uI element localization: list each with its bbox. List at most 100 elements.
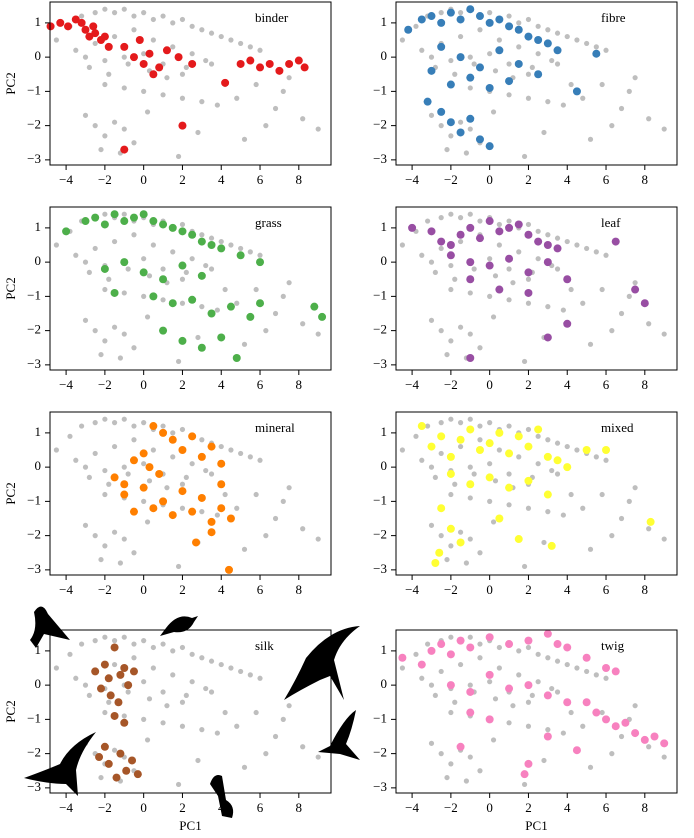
x-tick-label: −2: [444, 172, 458, 187]
highlight-point: [236, 251, 245, 260]
background-point: [516, 454, 522, 460]
background-point: [487, 51, 493, 57]
background-point: [490, 519, 497, 525]
background-point: [257, 252, 263, 258]
highlight-point: [149, 70, 158, 79]
background-point: [448, 286, 454, 293]
background-point: [467, 464, 473, 470]
highlight-point: [543, 241, 552, 250]
panel: grass −4 −2 0 2 4 6 8 −3 −2 −1 0 1 PC2: [3, 206, 332, 392]
background-point: [92, 450, 98, 457]
highlight-point: [104, 674, 113, 683]
highlight-point: [139, 210, 148, 219]
background-point: [102, 286, 108, 293]
background-point: [487, 679, 493, 685]
highlight-point: [159, 220, 168, 229]
highlight-point: [81, 217, 90, 226]
background-point: [179, 426, 186, 433]
y-tick-label: −2: [373, 527, 387, 542]
highlight-point: [398, 653, 407, 662]
background-point: [564, 443, 570, 450]
background-point: [457, 324, 464, 330]
highlight-point: [62, 227, 71, 236]
highlight-point: [168, 511, 177, 520]
background-point: [545, 27, 551, 33]
background-point: [111, 661, 118, 668]
background-point: [574, 665, 580, 671]
highlight-point: [110, 288, 119, 297]
background-point: [467, 126, 473, 132]
background-point: [121, 634, 127, 640]
x-tick-label: 0: [140, 800, 147, 815]
background-point: [141, 716, 147, 722]
highlight-point: [553, 46, 562, 55]
background-point: [545, 437, 551, 443]
background-point: [549, 467, 555, 474]
background-point: [92, 420, 98, 426]
background-point: [208, 235, 215, 241]
background-point: [516, 648, 522, 654]
background-point: [102, 491, 108, 498]
background-point: [599, 709, 605, 716]
highlight-point: [456, 53, 465, 62]
background-point: [487, 461, 493, 467]
highlight-point: [514, 220, 523, 229]
highlight-point: [524, 681, 533, 690]
x-tick-label: 2: [179, 377, 186, 392]
highlight-point: [46, 22, 55, 31]
background-point: [82, 464, 89, 470]
background-point: [141, 461, 147, 467]
background-point: [150, 665, 156, 671]
background-point: [228, 242, 234, 248]
highlight-point: [91, 29, 100, 38]
background-point: [661, 754, 667, 760]
highlight-point: [437, 42, 446, 51]
background-point: [199, 437, 205, 443]
highlight-point: [446, 681, 455, 690]
highlight-point: [417, 422, 426, 431]
highlight-point: [188, 59, 197, 68]
highlight-point: [124, 681, 133, 690]
background-point: [203, 262, 209, 269]
x-tick-label: 2: [525, 377, 532, 392]
x-tick-label: 8: [296, 172, 303, 187]
x-tick-label: −2: [444, 582, 458, 597]
x-tick-label: 4: [218, 582, 225, 597]
background-point: [111, 33, 118, 40]
background-point: [111, 238, 118, 245]
highlight-point: [168, 435, 177, 444]
background-point: [413, 433, 419, 439]
background-point: [214, 512, 220, 518]
background-point: [102, 338, 108, 344]
y-tick-label: 1: [381, 424, 388, 439]
background-point: [646, 526, 652, 532]
background-point: [506, 92, 512, 98]
bird-silhouette: [160, 616, 198, 636]
highlight-point: [417, 15, 426, 24]
y-tick-label: 0: [381, 458, 388, 473]
bird-silhouette: [284, 626, 360, 700]
background-point: [67, 651, 73, 657]
background-point: [609, 123, 615, 129]
background-point: [170, 249, 176, 255]
background-point: [241, 546, 248, 552]
background-point: [457, 661, 464, 668]
background-point: [584, 245, 590, 252]
background-point: [263, 328, 269, 334]
highlight-point: [456, 742, 465, 751]
background-point: [525, 71, 532, 77]
background-point: [444, 351, 450, 358]
background-point: [444, 146, 450, 153]
background-point: [228, 665, 234, 671]
background-point: [179, 300, 186, 306]
highlight-point: [139, 59, 148, 68]
highlight-point: [294, 56, 303, 65]
background-point: [535, 461, 541, 467]
background-point: [73, 457, 79, 463]
background-point: [121, 290, 127, 296]
y-tick-label: −1: [373, 82, 387, 97]
background-point: [471, 266, 477, 272]
highlight-point: [104, 759, 113, 768]
highlight-point: [129, 507, 138, 516]
highlight-point: [495, 15, 504, 24]
